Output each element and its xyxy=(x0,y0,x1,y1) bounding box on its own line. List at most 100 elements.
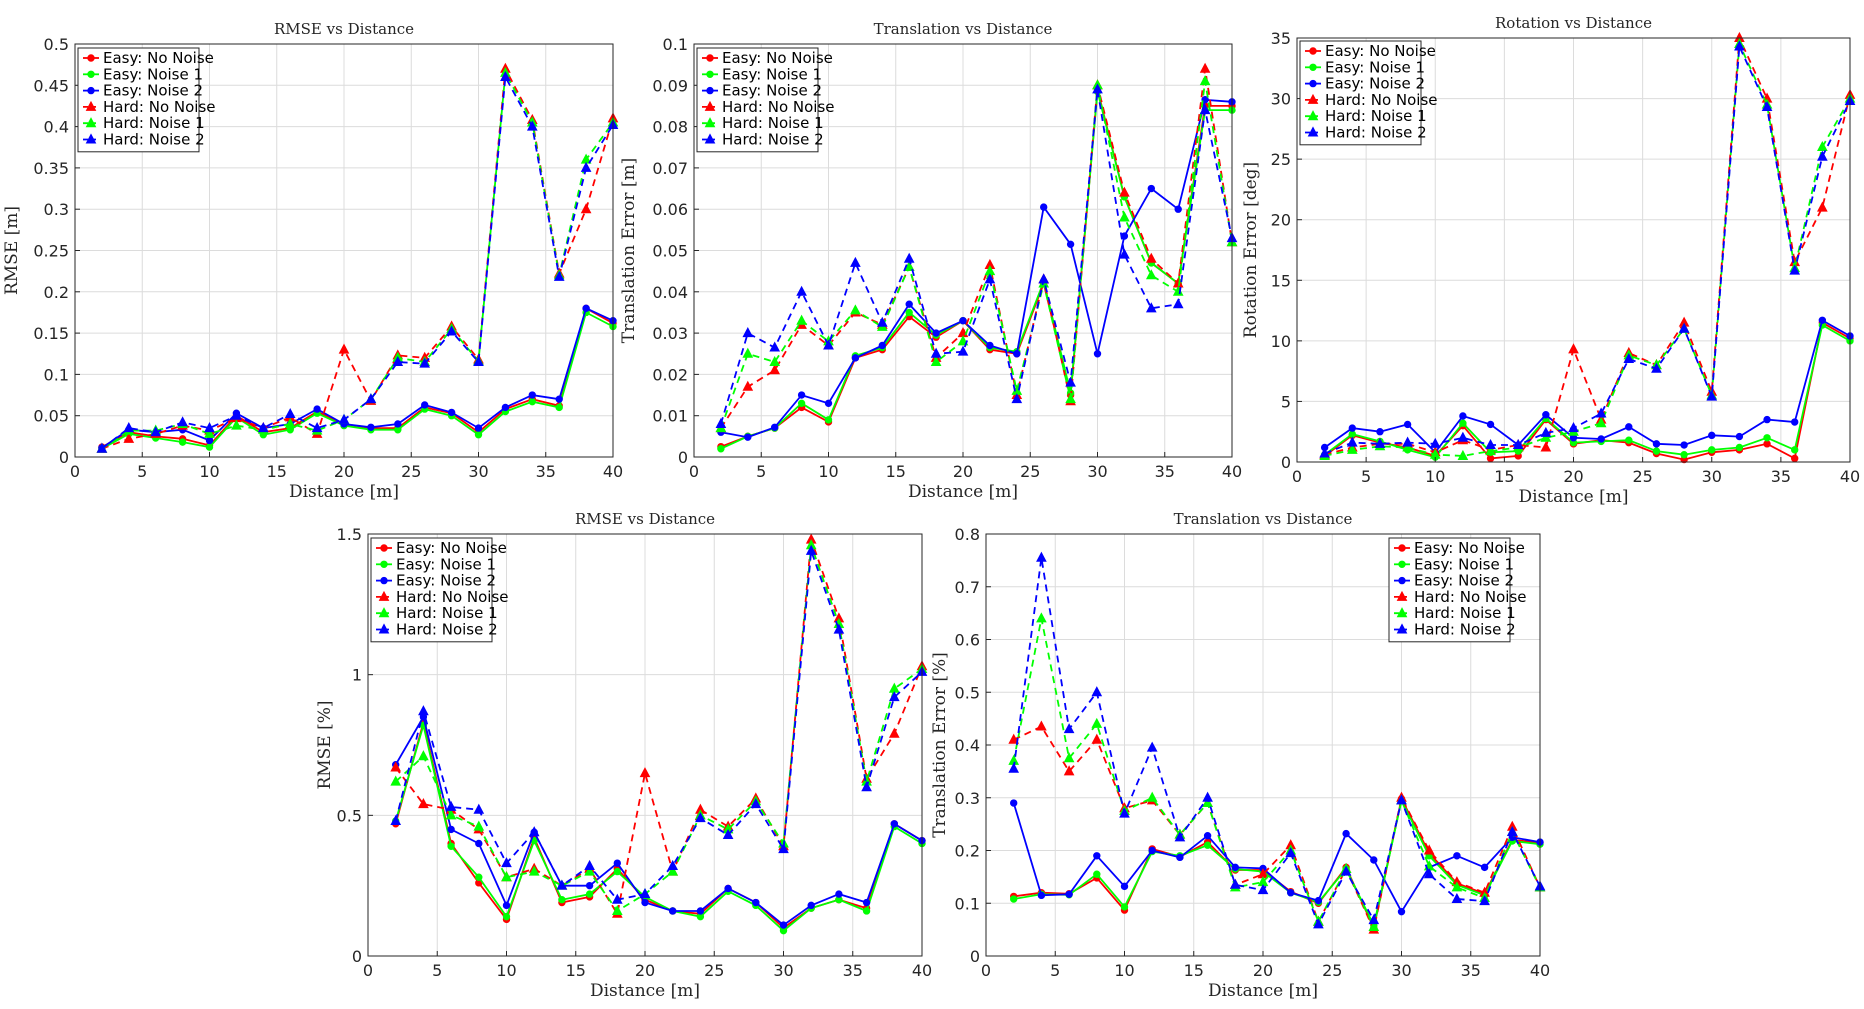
legend-marker xyxy=(1396,623,1408,634)
data-point xyxy=(1542,411,1550,419)
x-tick-label: 15 xyxy=(267,462,287,481)
x-tick-label: 30 xyxy=(468,462,488,481)
data-point xyxy=(1119,211,1130,222)
data-point xyxy=(903,252,915,263)
data-point xyxy=(1817,140,1828,152)
legend-marker xyxy=(1309,63,1317,72)
data-point xyxy=(823,339,834,350)
data-point xyxy=(932,329,940,337)
x-tick-label: 40 xyxy=(1840,467,1860,486)
data-point xyxy=(1485,438,1496,450)
data-point xyxy=(584,865,595,876)
legend-label: Hard: Noise 2 xyxy=(103,131,205,149)
data-point xyxy=(1396,794,1407,805)
data-point xyxy=(284,417,296,428)
data-point xyxy=(1423,844,1435,855)
data-point xyxy=(850,256,861,267)
legend-label: Easy: No Noise xyxy=(1414,539,1525,557)
data-point xyxy=(1011,393,1023,404)
data-point xyxy=(580,161,592,172)
legend-marker xyxy=(1307,93,1319,104)
x-tick-label: 0 xyxy=(363,961,373,980)
data-point xyxy=(1680,441,1688,449)
y-tick-label: 0.5 xyxy=(44,35,69,54)
data-point xyxy=(475,839,483,848)
y-tick-label: 20 xyxy=(1271,211,1291,230)
x-tick-label: 25 xyxy=(704,961,724,980)
data-point xyxy=(722,828,734,840)
legend-label: Hard: No Noise xyxy=(396,588,509,606)
data-point xyxy=(123,422,135,433)
data-point xyxy=(1368,920,1380,931)
data-point xyxy=(835,890,843,898)
data-point xyxy=(797,391,806,399)
data-point xyxy=(778,843,789,854)
data-point xyxy=(742,380,754,391)
y-tick-label: 0.5 xyxy=(337,806,362,825)
y-axis-label: Translation Error [%] xyxy=(930,652,950,838)
data-point xyxy=(807,901,815,910)
y-tick-label: 0.1 xyxy=(44,365,69,384)
legend-marker xyxy=(1398,576,1406,585)
data-point xyxy=(639,888,651,899)
data-point xyxy=(231,409,242,420)
y-tick-label: 0.7 xyxy=(955,578,980,597)
data-point xyxy=(1734,40,1745,51)
data-point xyxy=(555,395,563,403)
data-point xyxy=(1319,447,1330,458)
data-point xyxy=(1145,252,1157,263)
data-point xyxy=(1402,441,1413,452)
series-line xyxy=(1324,318,1851,454)
data-point xyxy=(1145,302,1157,313)
x-tick-label: 40 xyxy=(912,961,932,980)
legend-marker xyxy=(87,70,95,79)
data-point xyxy=(1791,418,1799,426)
data-point xyxy=(1708,431,1716,440)
y-tick-label: 0 xyxy=(59,448,69,467)
data-point xyxy=(311,422,323,433)
data-point xyxy=(1091,717,1103,728)
y-tick-label: 0.08 xyxy=(652,118,688,137)
series-line xyxy=(101,307,614,449)
data-point xyxy=(1374,437,1386,448)
chart-title: RMSE vs Distance xyxy=(575,510,715,528)
legend-marker xyxy=(1396,607,1408,618)
legend-marker xyxy=(85,100,97,111)
x-tick-label: 5 xyxy=(432,961,442,980)
x-tick-label: 0 xyxy=(70,462,80,481)
data-point xyxy=(1203,841,1212,849)
y-tick-label: 0.05 xyxy=(652,242,688,261)
data-point xyxy=(1010,799,1018,807)
legend-label: Easy: No Noise xyxy=(103,49,214,67)
x-tick-label: 5 xyxy=(1361,467,1371,486)
data-point xyxy=(584,859,595,870)
data-point xyxy=(752,898,760,907)
legend-marker xyxy=(85,133,97,144)
legend-label: Hard: No Noise xyxy=(1325,91,1438,109)
data-point xyxy=(1036,720,1047,731)
series-line xyxy=(394,550,923,901)
data-point xyxy=(1402,436,1413,447)
y-tick-label: 1.5 xyxy=(337,525,362,544)
x-tick-label: 10 xyxy=(1425,467,1445,486)
data-point xyxy=(1763,415,1771,424)
data-point xyxy=(1346,443,1358,454)
data-point xyxy=(1763,434,1771,442)
data-point xyxy=(1202,796,1213,808)
x-tick-label: 15 xyxy=(1494,467,1514,486)
data-point xyxy=(905,308,913,317)
data-point xyxy=(862,898,871,907)
data-point xyxy=(724,884,732,893)
data-point xyxy=(1451,892,1463,904)
series-line xyxy=(394,714,923,927)
x-tick-label: 35 xyxy=(1155,462,1175,481)
data-point xyxy=(475,873,483,881)
data-point xyxy=(1763,440,1771,448)
legend-label: Hard: Noise 1 xyxy=(1325,107,1427,125)
data-point xyxy=(1348,430,1357,438)
data-point xyxy=(501,871,512,882)
x-axis-label: Distance [m] xyxy=(908,482,1018,502)
legend-marker xyxy=(1309,47,1317,55)
chart-5: 0 5 10 15 20 25 30 35 40 0 0.1 0.2 0.3 0.4 0.5 0.6 0.7 0.… xyxy=(930,510,1550,1001)
chart-title: Translation vs Distance xyxy=(1174,510,1353,528)
